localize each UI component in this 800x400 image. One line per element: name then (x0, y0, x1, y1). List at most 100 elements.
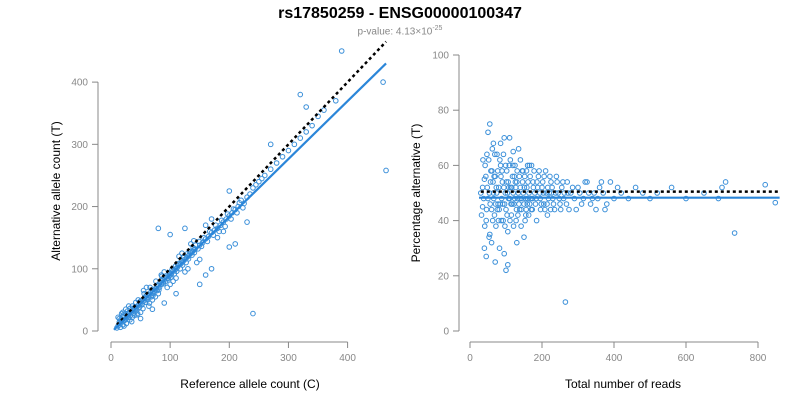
right-y-tick-label: 0 (443, 327, 449, 338)
data-point (228, 216, 234, 222)
data-point (486, 234, 492, 240)
data-point (267, 141, 274, 148)
data-point (487, 121, 493, 127)
data-point (146, 300, 153, 306)
data-point (261, 172, 268, 179)
data-point (722, 179, 729, 185)
data-point (482, 162, 488, 169)
data-point (497, 162, 504, 169)
data-point (182, 269, 188, 275)
left-y-tick-label: 0 (82, 327, 88, 338)
data-point (566, 206, 572, 213)
data-point (602, 206, 608, 213)
data-point (490, 179, 496, 185)
right-x-tick-label: 800 (750, 353, 767, 364)
data-point (562, 299, 569, 305)
data-point (544, 201, 550, 207)
data-point (501, 201, 508, 207)
left-x-axis-title: Reference allele count (C) (180, 377, 319, 391)
data-point (224, 211, 231, 217)
data-point (503, 206, 509, 213)
data-point (196, 256, 203, 263)
p-value-subtitle: p-value: 4.13×10-25 (0, 25, 800, 37)
data-point (614, 184, 621, 191)
data-point (553, 173, 560, 180)
data-point (554, 179, 560, 185)
data-point (279, 153, 286, 160)
data-point (226, 244, 233, 250)
data-point (591, 190, 598, 196)
left-y-tick-label: 300 (71, 140, 88, 151)
data-point (496, 206, 502, 213)
data-point (492, 151, 498, 158)
data-point (201, 234, 207, 241)
data-point (560, 179, 566, 185)
data-point (256, 178, 262, 185)
left-reference-line (116, 40, 387, 326)
right-x-tick-label: 600 (678, 353, 695, 364)
data-point (512, 179, 519, 185)
data-point (719, 184, 725, 191)
data-point (536, 168, 542, 174)
data-point (309, 122, 315, 129)
data-point (146, 303, 152, 309)
data-point (493, 223, 499, 229)
data-point (182, 225, 188, 232)
data-point (502, 162, 509, 169)
data-point (202, 272, 209, 278)
left-x-tick-label: 0 (108, 353, 114, 364)
data-point (380, 79, 386, 85)
data-point (143, 284, 150, 291)
data-point (140, 287, 147, 294)
data-point (516, 173, 523, 180)
right-y-tick-label: 40 (438, 216, 450, 227)
data-point (155, 225, 162, 232)
right-x-tick-label: 200 (534, 353, 551, 364)
data-point (514, 168, 520, 174)
data-point (521, 173, 528, 180)
data-point (575, 184, 581, 191)
data-point (521, 234, 527, 240)
data-point (478, 212, 485, 218)
data-point (517, 157, 524, 163)
data-point (533, 217, 540, 224)
data-point (507, 217, 513, 224)
data-point (587, 201, 594, 207)
data-point (515, 146, 522, 152)
right-y-tick-label: 20 (438, 271, 450, 282)
data-point (598, 179, 605, 185)
data-point (291, 141, 298, 148)
data-point (208, 265, 215, 272)
data-point (303, 129, 309, 135)
data-point (542, 206, 548, 213)
data-point (202, 222, 209, 229)
data-point (483, 173, 489, 180)
data-point (604, 201, 610, 207)
data-point (506, 162, 513, 169)
data-point (762, 181, 769, 188)
data-point (487, 231, 493, 238)
data-point (668, 184, 675, 191)
data-point (526, 162, 533, 169)
data-point (488, 239, 495, 246)
data-point (538, 201, 545, 207)
data-point (523, 206, 529, 213)
data-point (541, 173, 547, 180)
data-point (134, 312, 140, 318)
data-point (548, 179, 554, 185)
data-point (507, 157, 514, 163)
data-point (498, 173, 504, 180)
data-point (504, 212, 510, 218)
data-point (502, 223, 508, 229)
data-point (534, 179, 540, 185)
data-point (501, 184, 507, 191)
data-point (555, 190, 562, 196)
data-point (173, 290, 179, 297)
data-point (584, 179, 590, 185)
data-point (541, 201, 547, 207)
data-point (521, 184, 528, 191)
data-point (510, 148, 517, 155)
data-point (297, 91, 304, 98)
p-value-prefix: p-value: (357, 26, 396, 38)
data-point (493, 190, 500, 196)
